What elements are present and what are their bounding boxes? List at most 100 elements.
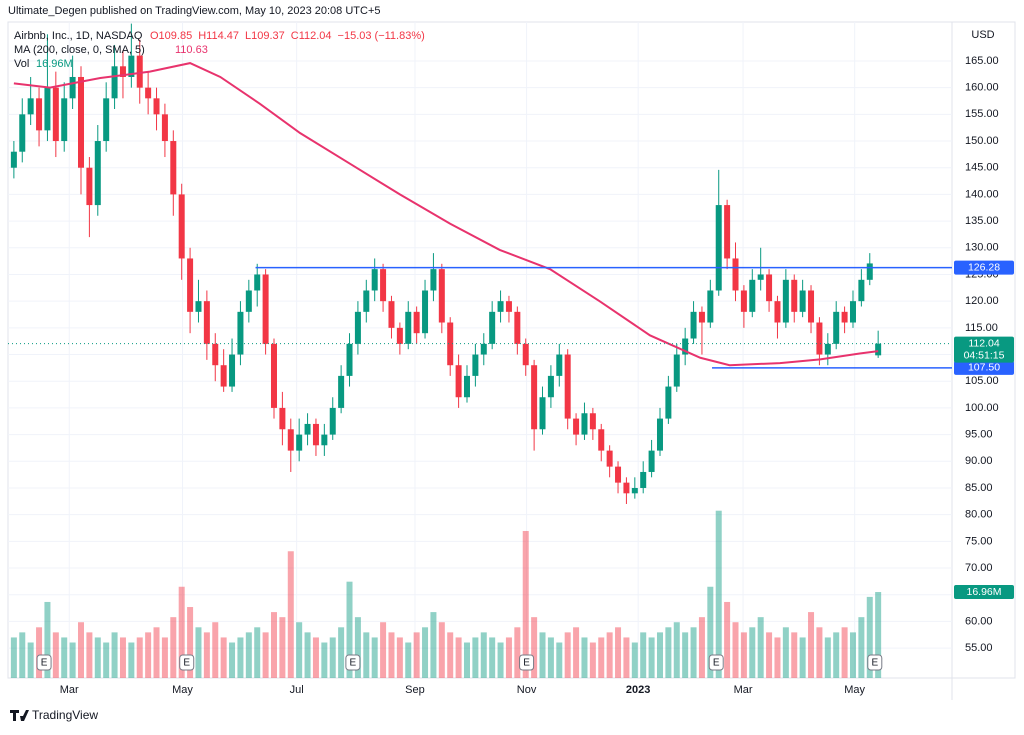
candle-body <box>766 274 773 302</box>
candle-body <box>161 114 168 142</box>
volume-bar <box>296 622 303 678</box>
candle-body <box>354 311 361 344</box>
volume-bar <box>119 637 126 678</box>
volume-bar <box>153 627 160 678</box>
volume-bar <box>161 637 168 678</box>
volume-bar <box>447 632 454 678</box>
y-tick-label: 80.00 <box>965 509 993 521</box>
volume-bar <box>371 637 378 678</box>
candle-body <box>480 343 487 355</box>
volume-bar <box>94 637 101 678</box>
volume-bar <box>640 632 647 678</box>
volume-bar <box>656 632 663 678</box>
volume-bar <box>430 612 437 678</box>
candle-body <box>858 279 865 302</box>
volume-bar <box>648 637 655 678</box>
volume-bar <box>489 637 496 678</box>
candle-body <box>656 418 663 451</box>
volume-bar <box>531 617 538 678</box>
x-tick-label: Nov <box>517 684 537 696</box>
x-tick-label: May <box>844 684 865 696</box>
volume-bar <box>354 617 361 678</box>
candle-body <box>497 301 504 312</box>
earnings-label: E <box>350 658 357 669</box>
volume-bar <box>749 627 756 678</box>
candle-body <box>547 375 554 398</box>
earnings-marker <box>36 654 52 671</box>
y-tick-label: 130.00 <box>965 242 999 254</box>
candle-body <box>136 55 143 88</box>
y-tick-label: 115.00 <box>965 322 998 334</box>
volume-bar <box>866 596 873 678</box>
volume-bar <box>673 622 680 678</box>
legend-value: 16.96M <box>36 58 73 70</box>
price-tag-label: 112.04 <box>968 337 999 349</box>
volume-bar <box>195 627 202 678</box>
candle-body <box>388 301 395 328</box>
volume-bar <box>304 632 311 678</box>
volume-bar <box>136 637 143 678</box>
volume-bar <box>413 632 420 678</box>
candle-body <box>539 397 546 430</box>
x-tick-label: 2023 <box>626 684 650 696</box>
publisher: Ultimate_Degen published on TradingView.… <box>8 5 381 17</box>
volume-bar <box>514 627 521 678</box>
volume-bar <box>606 632 613 678</box>
candle-body <box>799 290 806 312</box>
candle-body <box>296 434 303 451</box>
volume-bar <box>321 642 328 678</box>
y-tick-label: 145.00 <box>965 162 999 174</box>
candle-body <box>849 301 856 323</box>
volume-bar <box>849 632 856 678</box>
candle-body <box>254 274 261 291</box>
candle-body <box>279 407 286 430</box>
volume-bar <box>19 632 26 678</box>
candle-body <box>195 301 202 312</box>
candle-body <box>757 274 764 280</box>
y-tick-label: 90.00 <box>965 455 993 467</box>
brand: TradingView <box>10 708 98 722</box>
candle-body <box>489 311 496 344</box>
volume-bar <box>682 632 689 678</box>
volume-bar <box>824 637 831 678</box>
volume-bar <box>380 622 387 678</box>
y-tick-label: 105.00 <box>965 375 999 387</box>
candle-body <box>875 343 882 356</box>
volume-bar <box>782 627 789 678</box>
candle-body <box>78 76 85 168</box>
candle-body <box>321 434 328 446</box>
volume-bar <box>254 627 261 678</box>
candle-body <box>522 343 529 366</box>
y-tick-label: 60.00 <box>965 615 993 627</box>
countdown: 04:51:15 <box>964 349 1005 361</box>
candle-body <box>170 141 177 195</box>
legend-value: C112.04 <box>291 30 332 42</box>
volume-bar <box>229 642 236 678</box>
candle-body <box>598 429 605 451</box>
candle-body <box>19 114 26 152</box>
volume-bar <box>581 637 588 678</box>
candle-body <box>589 413 596 430</box>
axis-layer: 55.0060.0065.0070.0075.0080.0085.0090.00… <box>60 55 1014 696</box>
vol-layer <box>10 510 882 678</box>
candle-body <box>69 76 76 99</box>
candle-body <box>564 354 571 419</box>
candle-body <box>36 98 43 131</box>
candle-body <box>212 343 219 366</box>
earnings-marker <box>867 654 883 671</box>
x-tick-label: Sep <box>405 684 425 696</box>
candle-body <box>346 343 353 376</box>
candle-body <box>623 482 630 494</box>
volume-bar <box>203 632 210 678</box>
candle-body <box>640 471 647 488</box>
volume-bar <box>698 617 705 678</box>
candle-body <box>119 66 126 77</box>
volume-bar <box>270 612 277 678</box>
volume-bar <box>455 637 462 678</box>
y-tick-label: 165.00 <box>965 55 999 67</box>
brand-logo <box>10 710 29 721</box>
volume-bar <box>573 627 580 678</box>
volume-bar <box>740 632 747 678</box>
candle-body <box>178 194 185 259</box>
